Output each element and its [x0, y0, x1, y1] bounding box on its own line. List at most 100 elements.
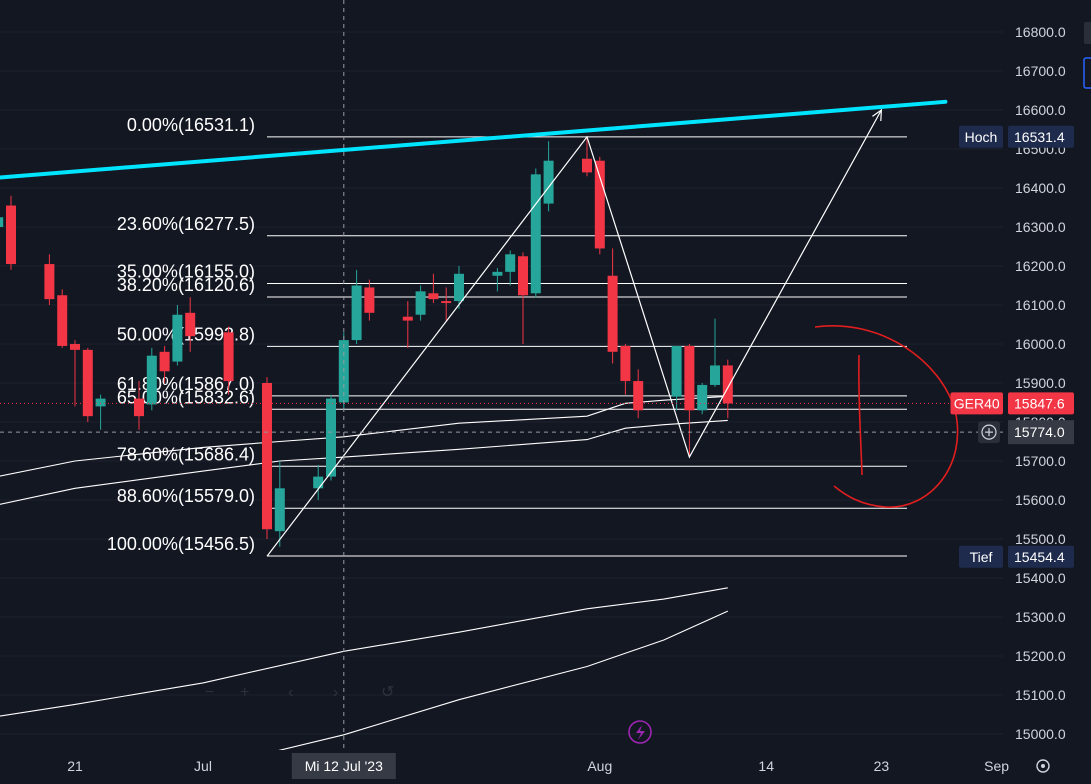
side-toolbar-buttons[interactable] [1083, 22, 1091, 89]
candle-bullish[interactable] [313, 476, 324, 489]
price-tag-value: 16531.4 [1014, 129, 1065, 145]
candle-bullish[interactable] [492, 271, 503, 276]
candle-bullish[interactable] [505, 254, 516, 272]
price-tag-name-box [959, 545, 1003, 568]
candle-bullish[interactable] [671, 345, 682, 397]
candle-bullish[interactable] [274, 488, 285, 532]
time-axis-background [0, 752, 1003, 784]
lightning-icon[interactable] [628, 720, 652, 744]
price-axis-label: 16700.0 [1015, 63, 1066, 79]
candle-bearish[interactable] [364, 287, 375, 313]
fib-level-label: 35.00%(16155.0) [117, 262, 255, 282]
candle-bearish[interactable] [57, 295, 68, 346]
price-tag-value: 15454.4 [1014, 549, 1065, 565]
candle-bullish[interactable] [530, 174, 541, 294]
zoom-out-icon[interactable]: − [205, 684, 214, 701]
fib-level-label: 23.60%(16277.5) [117, 214, 255, 234]
layout-button[interactable] [1083, 57, 1091, 89]
candle-bullish[interactable] [0, 217, 4, 227]
price-axis-label: 15900.0 [1015, 375, 1066, 391]
fib-level-label: 38.20%(16120.6) [117, 275, 255, 295]
time-axis-label: 14 [758, 758, 774, 774]
price-tag-value-box [1008, 392, 1074, 415]
candle-bullish[interactable] [146, 355, 157, 405]
candle-bullish[interactable] [172, 314, 183, 362]
price-axis-label: 16400.0 [1015, 180, 1066, 196]
candle-bearish[interactable] [6, 205, 16, 265]
fib-level-label: 100.00%(15456.5) [107, 534, 255, 554]
candle-bearish[interactable] [402, 316, 413, 321]
add-alert-ring [981, 424, 997, 440]
candle-bearish[interactable] [594, 160, 605, 249]
candle-bullish[interactable] [710, 365, 720, 385]
time-axis-label: Sep [984, 758, 1009, 774]
candle-bullish[interactable] [351, 285, 362, 341]
candle-bearish[interactable] [185, 312, 196, 337]
scroll-left-icon[interactable]: ‹ [288, 684, 293, 701]
price-axis-label: 16300.0 [1015, 219, 1066, 235]
crosshair-price-box [1008, 420, 1074, 445]
annotation-arc [814, 325, 959, 508]
time-axis-label: Jul [194, 758, 212, 774]
candle-bullish[interactable] [415, 291, 426, 315]
price-tag-name: GER40 [954, 395, 1000, 411]
price-axis-label: 15200.0 [1015, 648, 1066, 664]
zigzag-projection-line[interactable] [266, 109, 882, 557]
price-tag-name: Tief [970, 549, 993, 565]
fib-level-label: 88.60%(15579.0) [117, 486, 255, 506]
price-tag-name: Hoch [965, 129, 998, 145]
price-axis-label: 16200.0 [1015, 258, 1066, 274]
price-axis-label: 15100.0 [1015, 687, 1066, 703]
candle-bearish[interactable] [82, 349, 93, 417]
candle-bearish[interactable] [428, 293, 439, 300]
candle-bearish[interactable] [262, 383, 272, 530]
crosshair-date-label: Mi 12 Jul '23 [305, 758, 383, 774]
candle-bearish[interactable] [441, 301, 452, 304]
reset-icon[interactable]: ↺ [381, 684, 394, 701]
price-axis-label: 15000.0 [1015, 726, 1066, 742]
price-axis-label: 16000.0 [1015, 336, 1066, 352]
crosshair-date-box [291, 753, 396, 779]
candle-bearish[interactable] [620, 345, 631, 382]
candle-bearish[interactable] [722, 365, 733, 404]
add-alert-icon[interactable] [978, 421, 1000, 444]
candle-bearish[interactable] [684, 345, 695, 411]
price-axis-label: 15700.0 [1015, 453, 1066, 469]
candle-bearish[interactable] [582, 158, 592, 173]
resistance-trendline[interactable] [0, 99, 948, 182]
price-axis-label: 16600.0 [1015, 102, 1066, 118]
annotation-stroke [858, 354, 863, 476]
candle-bullish[interactable] [697, 384, 708, 411]
candle-bearish[interactable] [44, 264, 55, 300]
candle-bearish[interactable] [70, 344, 80, 350]
candle-bearish[interactable] [607, 275, 618, 352]
candle-bearish[interactable] [518, 256, 528, 296]
crosshair-price-label: 15774.0 [1014, 424, 1065, 440]
candle-bullish[interactable] [326, 398, 336, 477]
price-axis-label: 15400.0 [1015, 570, 1066, 586]
fib-level-label: 0.00%(16531.1) [127, 115, 255, 135]
candle-bullish[interactable] [543, 160, 554, 204]
candle-bullish[interactable] [454, 273, 464, 302]
candle-bearish[interactable] [159, 351, 170, 372]
time-axis[interactable]: 21 Jul Aug 14 23 Sep [67, 758, 1009, 774]
candle-bearish[interactable] [633, 381, 644, 411]
settings-icon[interactable] [1036, 759, 1050, 773]
candle-bearish[interactable] [223, 332, 234, 382]
time-axis-label: 21 [67, 758, 83, 774]
candle-bullish[interactable] [95, 398, 106, 407]
minimize-button[interactable] [1084, 22, 1091, 44]
candle-bearish[interactable] [134, 398, 144, 417]
moving-average-line [0, 587, 728, 717]
time-axis-label: 23 [874, 758, 890, 774]
zoom-in-icon[interactable]: + [240, 684, 249, 701]
price-axis-label: 16800.0 [1015, 24, 1066, 40]
scroll-right-icon[interactable]: › [333, 684, 338, 701]
price-axis[interactable]: 16800.016700.016600.016500.016400.016300… [1015, 24, 1066, 742]
price-axis-label: 15500.0 [1015, 531, 1066, 547]
time-axis-label: Aug [587, 758, 612, 774]
price-axis-label: 15600.0 [1015, 492, 1066, 508]
